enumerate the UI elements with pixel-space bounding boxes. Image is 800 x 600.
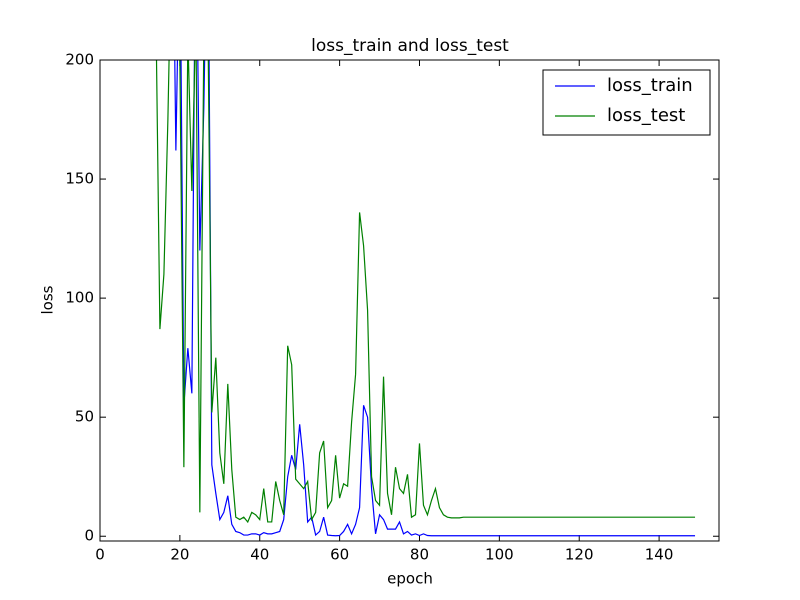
- x-tick-label: 120: [565, 546, 594, 564]
- line-series: [135, 60, 696, 524]
- x-tick-label: 40: [250, 546, 269, 564]
- chart-title: loss_train and loss_test: [311, 36, 509, 56]
- y-tick-label: 50: [75, 408, 94, 426]
- x-tick-label: 20: [170, 546, 189, 564]
- y-tick-label: 0: [84, 527, 94, 545]
- plot-frame: [99, 59, 720, 542]
- x-tick-label: 0: [95, 546, 105, 564]
- x-tick-label: 60: [330, 546, 349, 564]
- legend-box: [542, 69, 711, 136]
- legend-label: loss_train: [607, 75, 693, 96]
- y-tick-label: 100: [65, 289, 94, 307]
- y-tick-label: 200: [65, 51, 94, 69]
- x-tick-label: 100: [485, 546, 514, 564]
- line-series: [174, 60, 696, 537]
- x-axis-label: epoch: [387, 570, 433, 588]
- y-tick-label: 150: [65, 170, 94, 188]
- x-tick-label: 80: [410, 546, 429, 564]
- x-tick-label: 140: [645, 546, 674, 564]
- y-axis-label: loss: [39, 285, 57, 314]
- legend-label: loss_test: [607, 105, 685, 126]
